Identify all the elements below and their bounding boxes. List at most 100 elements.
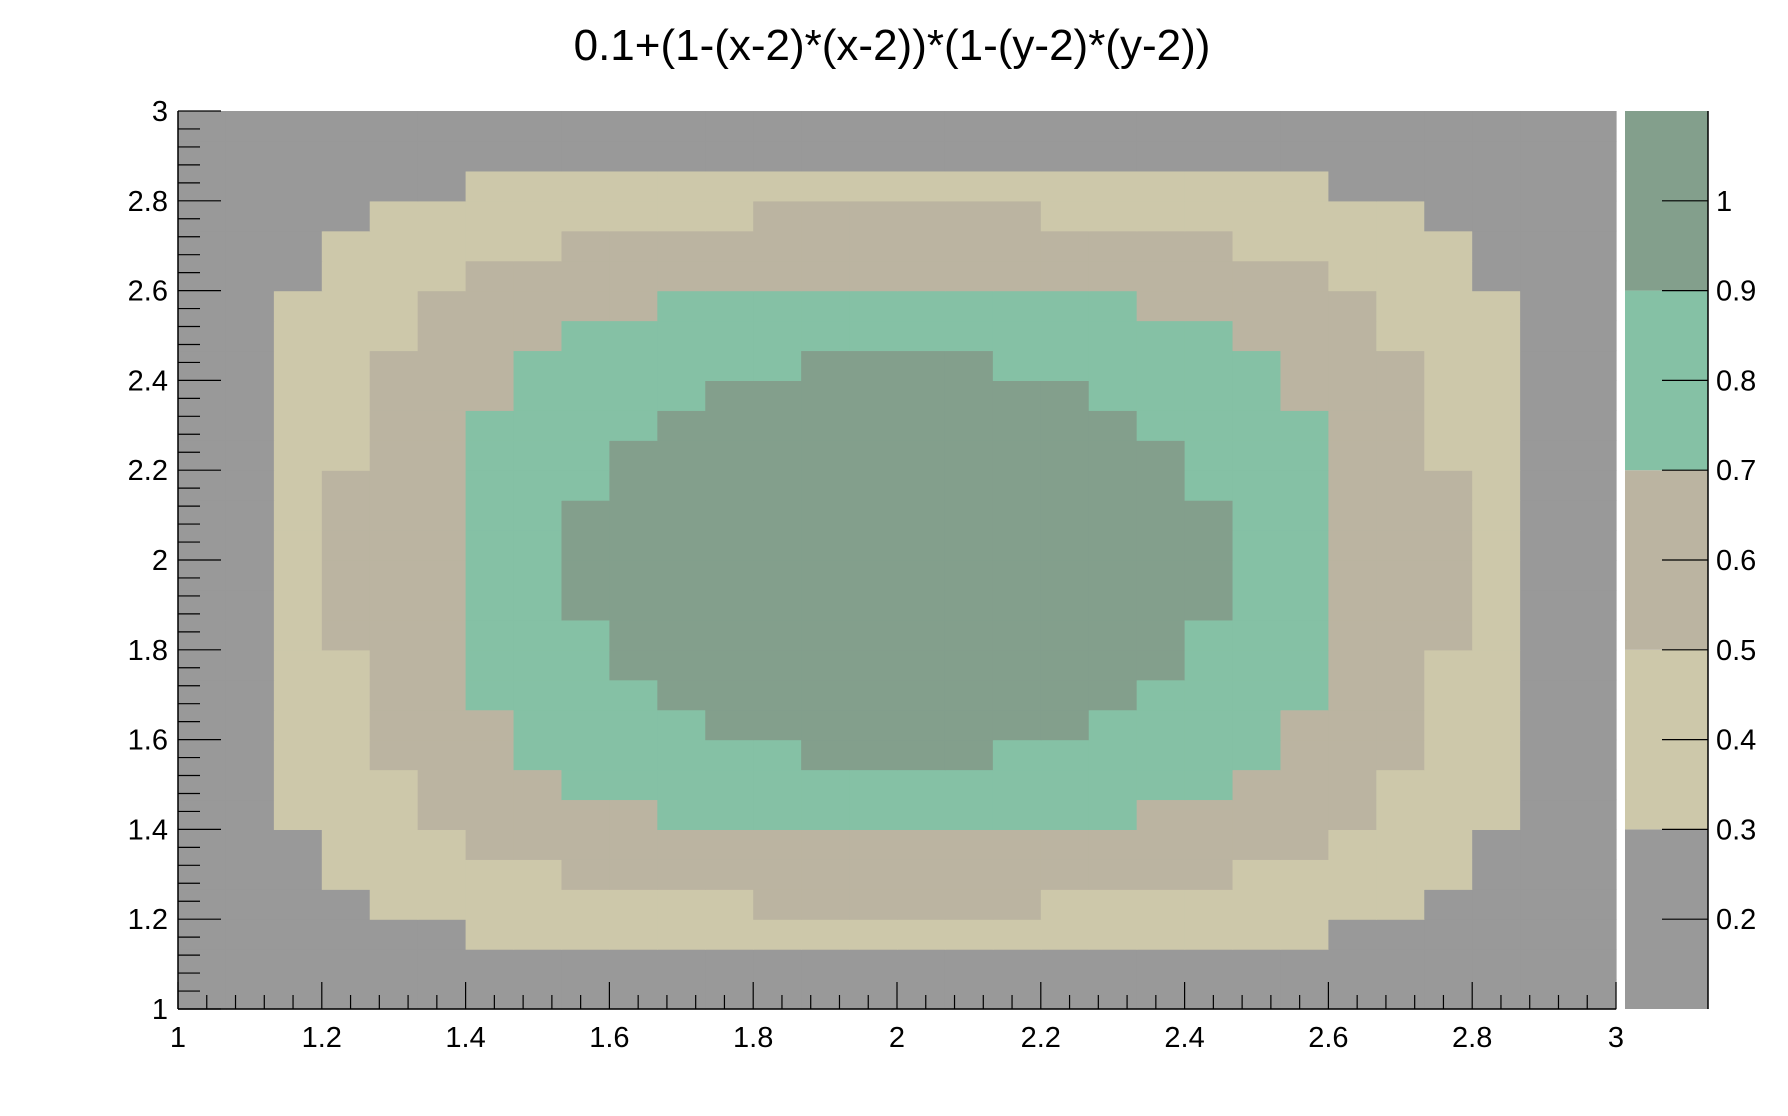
heatmap-bin <box>1328 140 1377 172</box>
heatmap-bin <box>944 859 994 890</box>
heatmap-bin <box>1136 170 1186 202</box>
heatmap-bin <box>513 619 563 651</box>
heatmap-bin <box>1472 111 1521 142</box>
heatmap-bin <box>944 530 994 561</box>
heatmap-bin <box>273 350 323 381</box>
heatmap-bin <box>753 230 802 262</box>
heatmap-bin <box>1472 380 1521 411</box>
heatmap-bin <box>1232 320 1282 352</box>
heatmap-bin <box>1568 290 1617 322</box>
heatmap-bin <box>1568 530 1617 561</box>
heatmap-bin <box>273 170 323 202</box>
heatmap-bin <box>849 859 898 890</box>
heatmap-bin <box>1328 290 1377 322</box>
heatmap-bin <box>657 260 706 292</box>
heatmap-bin <box>1424 769 1473 801</box>
heatmap-bin <box>273 410 323 441</box>
heatmap-bin <box>465 350 515 381</box>
heatmap-bin <box>417 919 467 950</box>
heatmap-bin <box>849 410 898 441</box>
heatmap-bin <box>897 829 946 860</box>
heatmap-bin <box>944 560 994 591</box>
heatmap-bin <box>465 589 515 621</box>
heatmap-bin <box>1376 859 1425 890</box>
heatmap-bin <box>1328 979 1377 1010</box>
heatmap-bin <box>513 200 563 232</box>
heatmap-bin <box>801 170 850 202</box>
heatmap-bin <box>465 919 515 950</box>
heatmap-bin <box>178 530 227 561</box>
heatmap-bin <box>1568 949 1617 980</box>
heatmap-bin <box>992 949 1042 980</box>
heatmap-bin <box>849 829 898 860</box>
heatmap-bin <box>705 440 754 471</box>
heatmap-bin <box>1376 140 1425 172</box>
heatmap-bin <box>1088 560 1138 591</box>
heatmap-bins <box>178 111 1617 1010</box>
heatmap-bin <box>1376 111 1425 142</box>
heatmap-bin <box>705 829 754 860</box>
heatmap-bin <box>1184 380 1234 411</box>
heatmap-bin <box>225 470 275 501</box>
heatmap-bin <box>753 769 802 801</box>
heatmap-bin <box>753 709 802 741</box>
heatmap-bin <box>369 140 419 172</box>
heatmap-bin <box>849 589 898 621</box>
heatmap-bin <box>465 111 515 142</box>
heatmap-bin <box>1232 230 1282 262</box>
heatmap-bin <box>513 679 563 711</box>
heatmap-bin <box>465 140 515 172</box>
heatmap-bin <box>1184 320 1234 352</box>
heatmap-bin <box>465 500 515 531</box>
heatmap-bin <box>273 649 323 681</box>
heatmap-bin <box>1232 949 1282 980</box>
heatmap-bin <box>849 889 898 920</box>
heatmap-bin <box>801 560 850 591</box>
heatmap-bin <box>1520 200 1569 232</box>
heatmap-bin <box>897 230 946 262</box>
heatmap-bin <box>1568 440 1617 471</box>
heatmap-bin <box>561 230 610 262</box>
heatmap-bin <box>1184 290 1234 322</box>
heatmap-bin <box>1088 949 1138 980</box>
heatmap-bin <box>513 380 563 411</box>
heatmap-bin <box>801 260 850 292</box>
heatmap-bin <box>225 949 275 980</box>
heatmap-bin <box>561 979 610 1010</box>
heatmap-bin <box>1568 679 1617 711</box>
heatmap-bin <box>1232 889 1282 920</box>
palette-tick-label: 0.7 <box>1716 455 1756 487</box>
heatmap-bin <box>1232 859 1282 890</box>
heatmap-bin <box>1328 320 1377 352</box>
heatmap-bin <box>944 739 994 771</box>
heatmap-bin <box>1280 979 1329 1010</box>
heatmap-bin <box>1280 709 1329 741</box>
heatmap-bin <box>369 889 419 920</box>
heatmap-bin <box>273 679 323 711</box>
heatmap-bin <box>1040 350 1090 381</box>
heatmap-bin <box>849 350 898 381</box>
heatmap-bin <box>1472 679 1521 711</box>
heatmap-bin <box>417 949 467 980</box>
heatmap-bin <box>609 769 658 801</box>
heatmap-bin <box>1232 440 1282 471</box>
heatmap-bin <box>992 440 1042 471</box>
heatmap-bin <box>849 799 898 830</box>
heatmap-bin <box>1376 949 1425 980</box>
heatmap-bin <box>273 320 323 352</box>
heatmap-bin <box>561 679 610 711</box>
heatmap-bin <box>705 889 754 920</box>
heatmap-bin <box>753 859 802 890</box>
heatmap-bin <box>992 769 1042 801</box>
heatmap-bin <box>1328 919 1377 950</box>
heatmap-bin <box>513 979 563 1010</box>
heatmap-bin <box>753 739 802 771</box>
heatmap-bin <box>1568 739 1617 771</box>
heatmap-bin <box>513 889 563 920</box>
heatmap-bin <box>801 320 850 352</box>
heatmap-bin <box>1088 170 1138 202</box>
y-tick-label: 2.2 <box>128 455 168 487</box>
heatmap-bin <box>178 979 227 1010</box>
heatmap-bin <box>992 739 1042 771</box>
